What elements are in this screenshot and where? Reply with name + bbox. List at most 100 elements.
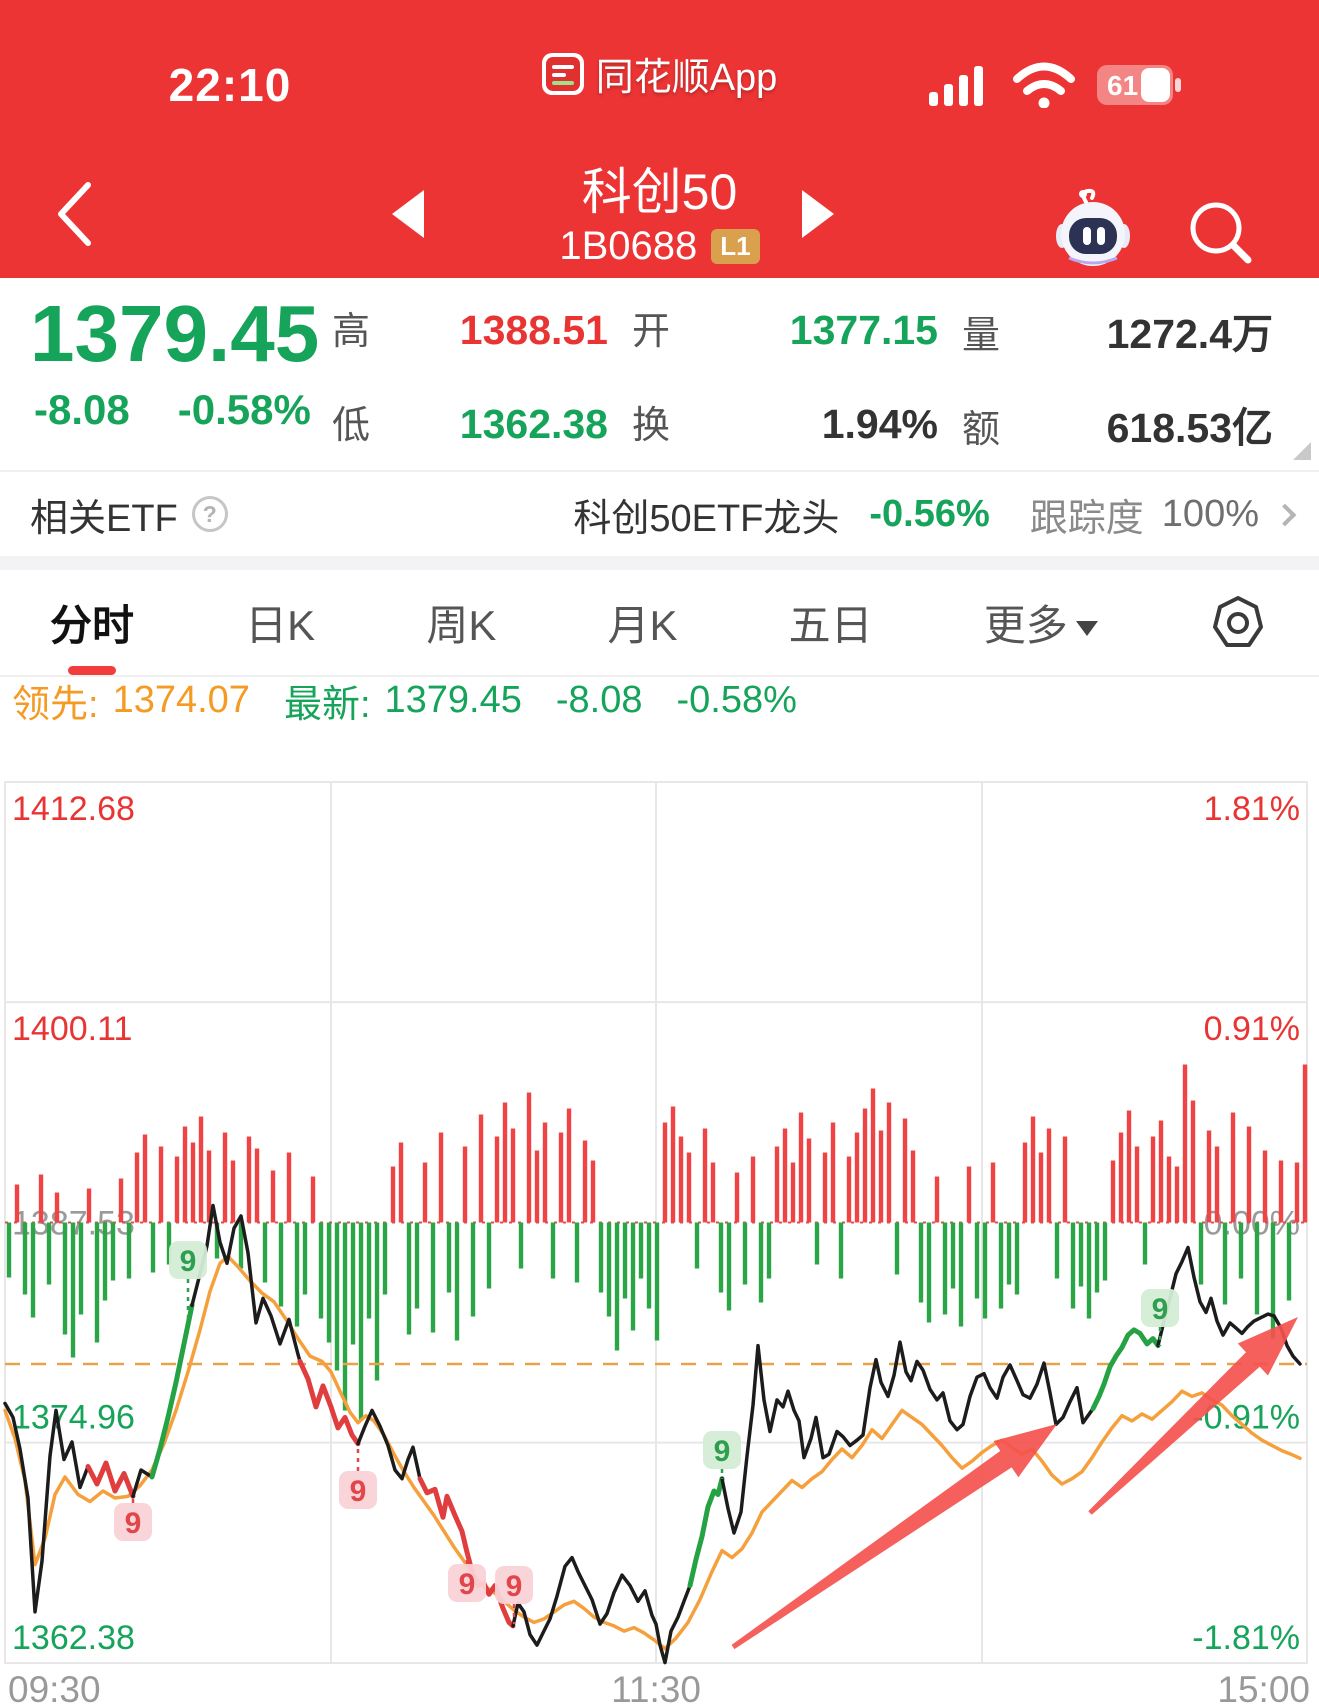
prev-stock-button[interactable]	[392, 190, 424, 238]
app-logo-icon	[541, 52, 584, 95]
y-axis-left-tick: 1362.38	[12, 1619, 135, 1657]
nine-turn-label: 9	[714, 1435, 731, 1468]
volume-bar	[998, 1222, 1004, 1309]
x-axis-label-close: 15:00	[1217, 1669, 1310, 1704]
tab-更多[interactable]: 更多	[984, 592, 1098, 653]
volume-bar	[1206, 1130, 1212, 1223]
nine-turn-badge	[495, 1566, 533, 1604]
volume-bar	[142, 1134, 148, 1223]
y-axis-right-tick: -1.81%	[1192, 1619, 1300, 1657]
volume-bar	[1254, 1222, 1260, 1315]
volume-bar	[598, 1222, 604, 1293]
chart-canvas[interactable]: 1412.681.81%1400.110.91%1387.530.00%1374…	[0, 723, 1319, 1704]
volume-bar	[734, 1172, 740, 1223]
volume-bar	[1014, 1222, 1020, 1295]
battery-icon: 61	[1097, 65, 1181, 105]
volume-bar	[1190, 1100, 1196, 1223]
volume-bar	[1262, 1150, 1268, 1223]
stock-title: 科创50	[581, 164, 738, 220]
volume-bar	[518, 1222, 524, 1269]
volume-bar	[366, 1222, 372, 1319]
leading-line	[3, 1254, 1302, 1651]
nine-turn-label: 9	[125, 1507, 142, 1540]
volume-bar	[70, 1222, 76, 1358]
price-line-segment-black	[131, 1468, 154, 1499]
tab-五日[interactable]: 五日	[788, 602, 873, 649]
volume-bar	[614, 1222, 620, 1351]
last-price: 1379.45	[30, 289, 320, 378]
volume-bar	[846, 1156, 852, 1223]
next-stock-button[interactable]	[802, 190, 834, 238]
chart-settings-icon[interactable]	[1209, 594, 1267, 652]
volume-bar	[230, 1160, 236, 1223]
volume-bar	[606, 1222, 612, 1317]
price-line-segment-green	[149, 1302, 195, 1480]
price-line-segment-red	[417, 1476, 516, 1629]
expand-quote-triangle[interactable]	[1293, 442, 1311, 460]
volume-bar	[6, 1222, 12, 1278]
volume-bar	[118, 1178, 124, 1223]
change-row: -8.08 -0.58%	[34, 386, 311, 434]
help-icon[interactable]: ?	[191, 496, 228, 532]
volume-bar	[918, 1222, 924, 1303]
volume-bar	[814, 1222, 820, 1265]
volume-bar	[678, 1136, 684, 1223]
nine-turn-badge	[1141, 1289, 1179, 1327]
volume-bar	[582, 1140, 588, 1223]
volume-bar	[294, 1222, 300, 1327]
volume-bar	[1070, 1222, 1076, 1309]
volume-bar	[990, 1162, 996, 1223]
volume-bar	[694, 1222, 700, 1269]
price-line-segment-black	[511, 1555, 692, 1665]
volume-bar	[238, 1222, 244, 1269]
search-button[interactable]	[1188, 200, 1254, 266]
volume-bar	[494, 1136, 500, 1223]
app-title: 同花顺App	[595, 57, 778, 99]
stat-value: 1.94%	[821, 401, 938, 447]
volume-bar	[766, 1222, 772, 1279]
volume-bar	[1150, 1136, 1156, 1223]
volume-bar	[1134, 1146, 1140, 1223]
volume-bar	[638, 1222, 644, 1279]
wifi-icon	[1013, 62, 1075, 108]
tab-周K[interactable]: 周K	[426, 602, 497, 649]
price-line-segment-black	[3, 1401, 90, 1614]
volume-bar	[86, 1188, 92, 1223]
volume-bar	[446, 1222, 452, 1293]
etf-change-percent: -0.56%	[869, 492, 990, 535]
ai-assistant-button[interactable]	[1056, 188, 1130, 268]
price-line-segment-green	[1090, 1327, 1161, 1412]
back-button[interactable]	[56, 182, 92, 246]
volume-bar	[686, 1152, 692, 1223]
related-etf-row[interactable]: 相关ETF ? 科创50ETF龙头 -0.56% 跟踪度 100%	[0, 470, 1319, 556]
volume-bar	[574, 1222, 580, 1283]
volume-bar	[1278, 1160, 1284, 1223]
annotation-arrow	[1088, 1317, 1298, 1515]
intraday-chart[interactable]: 1412.681.81%1400.110.91%1387.530.00%1374…	[0, 723, 1319, 1704]
volume-bar	[718, 1222, 724, 1293]
tab-月K[interactable]: 月K	[607, 602, 678, 649]
price-line-segment-black	[190, 1203, 302, 1364]
volume-bar	[838, 1222, 844, 1279]
chevron-right-icon	[1273, 503, 1297, 527]
volume-bar	[878, 1130, 884, 1223]
tab-分时[interactable]: 分时	[50, 592, 134, 653]
tab-日K[interactable]: 日K	[245, 602, 316, 649]
volume-bar	[862, 1108, 868, 1223]
volume-bar	[102, 1222, 108, 1301]
volume-bar	[1230, 1112, 1236, 1223]
volume-bar	[566, 1108, 572, 1223]
volume-bar	[534, 1150, 540, 1223]
volume-bar	[166, 1222, 172, 1265]
stat-cell: 换 1.94%	[632, 394, 962, 454]
volume-bar	[398, 1142, 404, 1223]
dropdown-caret-icon	[1075, 621, 1098, 637]
volume-bar	[782, 1128, 788, 1223]
volume-bar	[1086, 1222, 1092, 1319]
volume-bar	[1286, 1222, 1292, 1301]
volume-bar	[1022, 1142, 1028, 1223]
stock-code: 1B0688	[559, 224, 698, 268]
volume-bar	[262, 1222, 268, 1283]
volume-bar	[206, 1150, 212, 1223]
volume-bar	[1294, 1162, 1300, 1223]
